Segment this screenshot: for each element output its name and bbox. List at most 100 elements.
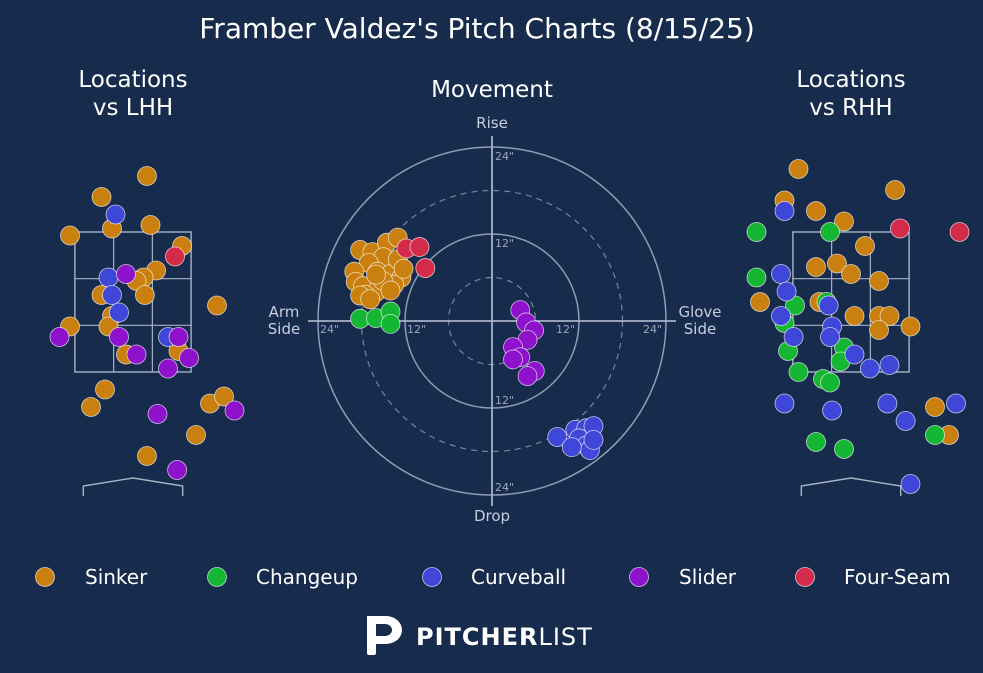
pitch-point: [806, 201, 826, 221]
pitch-point: [925, 397, 945, 417]
legend-marker: [207, 567, 227, 587]
ring-label-bottom-12: 12": [495, 394, 514, 407]
pitch-point: [869, 271, 889, 291]
pitch-point: [409, 237, 430, 257]
strike-zone-box: [74, 231, 192, 373]
pitch-point: [102, 285, 122, 305]
ring-label-bottom-24: 24": [495, 481, 514, 494]
pitch-point: [109, 327, 129, 347]
pitch-point: [788, 362, 809, 382]
pitch-point: [774, 201, 795, 221]
home-plate: [82, 477, 184, 496]
axis-label-drop: Drop: [474, 507, 510, 525]
pitch-point: [60, 225, 80, 246]
pitch-point: [746, 222, 767, 242]
pitch-point: [820, 222, 840, 242]
pitch-point: [167, 460, 188, 480]
pitch-point: [95, 379, 115, 400]
pitch-point: [517, 366, 538, 387]
pitch-point: [844, 344, 865, 365]
legend-item-four-seam: Four-Seam: [795, 565, 951, 589]
pitch-point: [105, 204, 126, 225]
pitch-point: [415, 258, 436, 278]
pitch-point: [186, 425, 206, 445]
pitch-point: [820, 372, 840, 393]
pitch-point: [366, 264, 386, 285]
ring-label-top-24: 24": [495, 150, 514, 163]
pitch-point: [885, 180, 905, 200]
pitch-points-movement: [344, 227, 604, 460]
pitch-point: [860, 358, 880, 379]
legend-item-curveball: Curveball: [422, 565, 566, 589]
pitch-point: [360, 289, 381, 310]
pitch-point: [774, 393, 795, 414]
pitch-point: [137, 446, 157, 466]
legend-label: Slider: [679, 565, 737, 589]
brand-light-text: LIST: [538, 623, 592, 651]
pitch-point: [771, 306, 791, 326]
brand-text: PITCHERLIST: [416, 623, 593, 651]
legend-marker: [422, 567, 442, 587]
pitch-point: [561, 437, 582, 458]
axis-label-rise: Rise: [476, 114, 508, 132]
pitch-point: [806, 432, 826, 452]
pitch-point: [890, 218, 910, 239]
pitch-point: [393, 258, 414, 279]
legend-marker: [35, 567, 55, 587]
pitch-point: [776, 281, 797, 302]
pitch-point: [140, 215, 161, 235]
pitch-point: [841, 264, 861, 284]
chart-title: Framber Valdez's Pitch Charts (8/15/25): [199, 12, 755, 45]
pitch-point: [783, 327, 804, 347]
panel-locations-lhh: Locations vs LHH: [49, 67, 245, 496]
axis-label-arm-line2: Side: [268, 320, 300, 338]
ring-label-right-12: 12": [556, 323, 575, 336]
rhh-title-line2: vs RHH: [809, 95, 892, 121]
home-plate: [800, 477, 902, 496]
ring-label-left-24: 24": [320, 323, 339, 336]
pitch-point: [925, 425, 945, 445]
ring-label-top-12: 12": [495, 237, 514, 250]
pitch-point: [380, 280, 401, 301]
axis-label-glove-line1: Glove: [678, 303, 721, 321]
pitch-point: [750, 292, 770, 312]
pitch-point: [788, 159, 809, 179]
pitch-point: [771, 264, 791, 284]
legend-marker: [795, 567, 815, 587]
brand-bold-text: PITCHER: [416, 623, 538, 651]
strike-zone-lhh: [74, 231, 192, 373]
pitch-point: [109, 302, 129, 323]
pitch-points-lhh: [49, 166, 245, 480]
pitch-point: [380, 313, 401, 334]
legend-label: Sinker: [85, 565, 148, 589]
legend-item-changeup: Changeup: [207, 565, 358, 589]
legend-item-slider: Slider: [629, 565, 737, 589]
pitch-point: [207, 295, 227, 316]
pitch-point: [224, 400, 245, 421]
panel-movement: Movement Rise Drop Arm Side Glove Side 2…: [268, 77, 722, 525]
pitch-point: [877, 393, 898, 414]
pitch-point: [822, 400, 842, 421]
pitch-point: [49, 327, 70, 347]
legend-marker: [629, 567, 649, 587]
pitch-point: [158, 358, 178, 379]
pitch-point: [168, 327, 189, 347]
pitcherlist-p-icon: [367, 616, 402, 655]
pitch-point: [137, 166, 157, 186]
pitch-point: [869, 320, 889, 340]
pitch-point: [214, 386, 234, 407]
legend-item-sinker: Sinker: [35, 565, 148, 589]
pitch-point: [949, 222, 970, 242]
lhh-title-line2: vs LHH: [93, 95, 173, 121]
pitch-point: [91, 187, 112, 207]
pitch-point: [746, 267, 767, 288]
pitch-point: [583, 429, 604, 450]
legend-label: Four-Seam: [844, 565, 951, 589]
pitch-point: [165, 246, 185, 267]
pitch-point: [895, 411, 916, 431]
home-plate-lhh: [82, 477, 184, 496]
legend-label: Changeup: [256, 565, 358, 589]
pitch-point: [547, 427, 568, 447]
pitch-point: [855, 236, 875, 256]
